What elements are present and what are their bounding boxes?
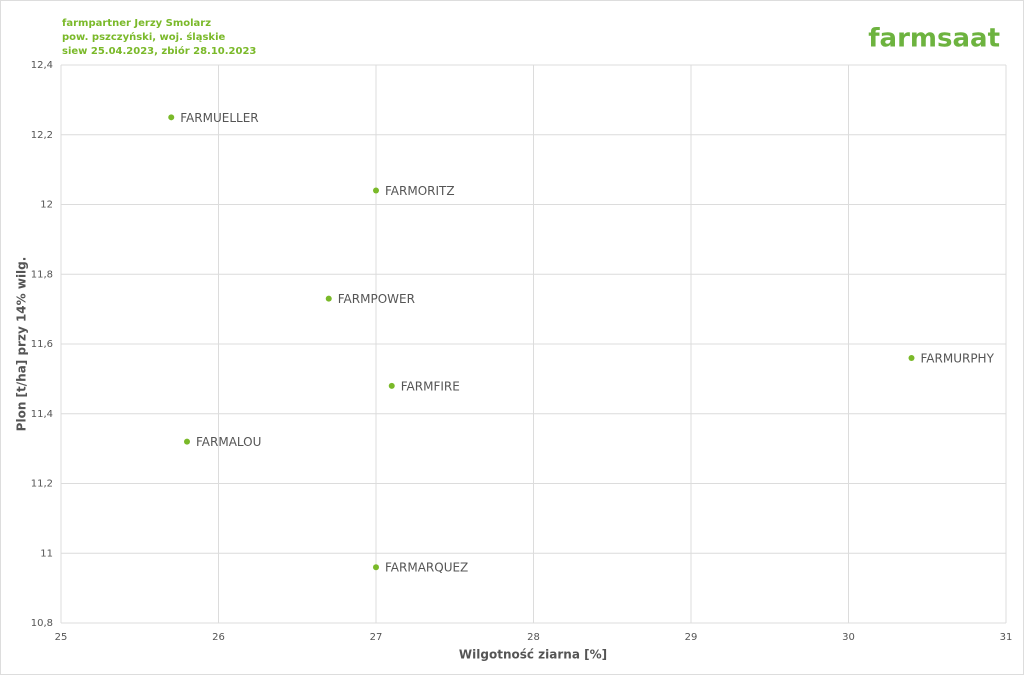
point-label: FARMORITZ [385,184,455,198]
y-tick-label: 11,4 [31,409,53,420]
point [388,382,395,389]
point [184,438,190,445]
point-label: FARMALOU [196,435,261,449]
point-label: FARMARQUEZ [385,561,468,575]
point [325,295,332,302]
x-tick-label: 29 [685,632,698,643]
title-line: siew 25.04.2023, zbiór 28.10.2023 [62,45,256,57]
y-tick-label: 12,2 [31,130,53,141]
point [908,354,915,361]
x-tick-label: 31 [1000,632,1013,643]
y-tick-label: 11,6 [31,339,53,350]
point-label: FARMPOWER [338,292,415,306]
point [373,187,379,194]
y-tick-label: 10,8 [31,618,53,629]
y-axis-label: Plon [t/ha] przy 14% wilg. [15,257,29,432]
point-label: FARMUELLER [180,111,258,125]
point-label: FARMFIRE [401,379,460,393]
point-label: FARMURPHY [921,351,995,365]
y-tick-label: 12,4 [31,60,53,71]
x-tick-label: 27 [370,632,383,643]
point [168,114,175,121]
x-tick-label: 26 [212,632,225,643]
x-tick-label: 28 [527,632,540,643]
y-tick-label: 11,8 [31,269,53,280]
logo: farmsaat [868,24,1000,54]
x-tick-label: 30 [842,632,855,643]
x-tick-label: 25 [55,632,68,643]
y-tick-label: 11 [40,548,53,559]
title-line: pow. pszczyński, woj. śląskie [62,31,226,43]
title-line: farmpartner Jerzy Smolarz [62,18,211,29]
y-tick-label: 11,2 [31,479,53,490]
y-tick-label: 12 [40,200,53,211]
point [373,564,379,571]
x-axis-label: Wilgotność ziarna [%] [459,648,607,662]
